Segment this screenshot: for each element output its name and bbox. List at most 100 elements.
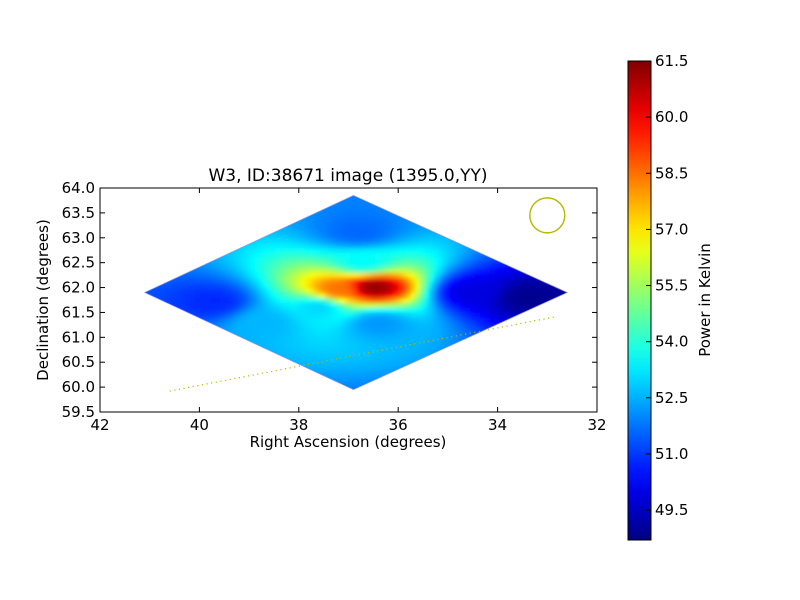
heatmap-cell — [380, 273, 386, 279]
heatmap-cell — [430, 258, 436, 264]
heatmap-cell — [390, 348, 396, 354]
heatmap-cell — [370, 308, 376, 314]
heatmap-cell — [320, 243, 326, 249]
heatmap-cell — [355, 208, 361, 214]
heatmap-cell — [300, 303, 306, 309]
heatmap-cell — [450, 313, 456, 319]
heatmap-cell — [445, 243, 451, 249]
heatmap-cell — [390, 313, 396, 319]
heatmap-cell — [370, 263, 376, 269]
heatmap-cell — [310, 333, 316, 339]
heatmap-cell — [370, 253, 376, 259]
heatmap-cell — [215, 288, 221, 294]
heatmap-cell — [360, 278, 366, 284]
heatmap-cell — [280, 283, 286, 289]
heatmap-cell — [300, 218, 306, 224]
heatmap-cell — [290, 293, 296, 299]
heatmap-cell — [350, 363, 356, 369]
heatmap-cell — [340, 308, 346, 314]
heatmap-cell — [455, 273, 461, 279]
heatmap-cell — [370, 298, 376, 304]
heatmap-cell — [240, 288, 246, 294]
x-tick-label: 34 — [488, 416, 507, 434]
heatmap-cell — [220, 278, 226, 284]
heatmap-cell — [465, 258, 471, 264]
heatmap-cell — [270, 328, 276, 334]
heatmap-cell — [360, 353, 366, 359]
heatmap-cell — [260, 308, 266, 314]
heatmap-cell — [180, 283, 186, 289]
heatmap-cell — [475, 323, 481, 329]
heatmap-cell — [230, 298, 236, 304]
heatmap-cell — [405, 348, 411, 354]
heatmap-cell — [390, 343, 396, 349]
heatmap-cell — [300, 308, 306, 314]
heatmap-cell — [395, 318, 401, 324]
heatmap-cell — [475, 268, 481, 274]
heatmap-cell — [305, 293, 311, 299]
heatmap-cell — [225, 288, 231, 294]
heatmap-cell — [335, 343, 341, 349]
heatmap-cell — [350, 313, 356, 319]
heatmap-cell — [370, 338, 376, 344]
heatmap-cell — [470, 323, 476, 329]
heatmap-cell — [270, 338, 276, 344]
heatmap-cell — [285, 263, 291, 269]
heatmap-cell — [480, 293, 486, 299]
heatmap-cell — [325, 338, 331, 344]
heatmap-cell — [265, 258, 271, 264]
heatmap-cell — [420, 273, 426, 279]
heatmap-cell — [340, 253, 346, 259]
heatmap-cell — [295, 253, 301, 259]
heatmap-cell — [340, 218, 346, 224]
heatmap-cell — [320, 353, 326, 359]
heatmap-cell — [395, 243, 401, 249]
heatmap-cell — [475, 303, 481, 309]
heatmap-cell — [380, 258, 386, 264]
heatmap-cell — [325, 353, 331, 359]
heatmap-cell — [415, 233, 421, 239]
heatmap-cell — [280, 238, 286, 244]
heatmap-cell — [175, 293, 181, 299]
heatmap-cell — [410, 323, 416, 329]
heatmap-cell — [460, 308, 466, 314]
heatmap-cell — [365, 213, 371, 219]
heatmap-cell — [380, 278, 386, 284]
heatmap-cell — [510, 273, 516, 279]
heatmap-cell — [290, 358, 296, 364]
heatmap-cell — [395, 253, 401, 259]
heatmap-cell — [295, 243, 301, 249]
heatmap-cell — [330, 218, 336, 224]
heatmap-cell — [370, 208, 376, 214]
heatmap-cell — [275, 308, 281, 314]
heatmap-cell — [390, 273, 396, 279]
heatmap-cell — [435, 338, 441, 344]
heatmap-cell — [305, 218, 311, 224]
heatmap-cell — [545, 283, 551, 289]
heatmap-cell — [425, 268, 431, 274]
plot-frame — [99, 187, 598, 413]
heatmap-cell — [290, 348, 296, 354]
heatmap-cell — [480, 278, 486, 284]
heatmap-cell — [290, 303, 296, 309]
heatmap-cell — [395, 278, 401, 284]
heatmap-cell — [375, 293, 381, 299]
heatmap-cell — [390, 233, 396, 239]
heatmap-cell — [415, 248, 421, 254]
heatmap-cell — [390, 358, 396, 364]
heatmap-cell — [380, 293, 386, 299]
heatmap-cell — [350, 328, 356, 334]
heatmap-cell — [435, 273, 441, 279]
heatmap-cell — [345, 383, 351, 389]
heatmap-cell — [360, 358, 366, 364]
heatmap-cell — [305, 243, 311, 249]
heatmap-cell — [170, 293, 176, 299]
heatmap-cell — [340, 363, 346, 369]
heatmap-cell — [215, 263, 221, 269]
heatmap-cell — [515, 308, 521, 314]
heatmap-cell — [330, 233, 336, 239]
heatmap-cell — [490, 273, 496, 279]
heatmap-cell — [325, 253, 331, 259]
heatmap-cell — [210, 308, 216, 314]
heatmap-cell — [215, 318, 221, 324]
